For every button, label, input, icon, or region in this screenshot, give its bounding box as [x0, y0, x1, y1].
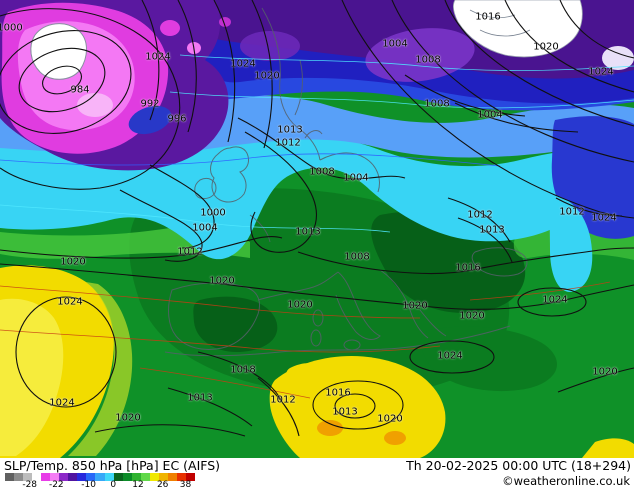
legend-tick-label: 12 — [132, 480, 144, 490]
weather-map-canvas — [0, 0, 634, 458]
legend-color-swatch — [41, 473, 51, 481]
copyright-text: ©weatheronline.co.uk — [502, 474, 630, 488]
legend-color-swatch — [131, 473, 141, 481]
legend-color-swatch — [77, 473, 87, 481]
legend-tick-label: 26 — [156, 480, 169, 490]
legend-color-swatch — [59, 473, 69, 481]
legend-tick-label: -28 — [22, 480, 38, 490]
legend-bar — [5, 473, 195, 481]
legend-color-swatch — [95, 473, 105, 481]
legend-color-swatch — [149, 473, 159, 481]
legend-color-swatch — [185, 473, 195, 481]
legend-tick-label: -10 — [81, 480, 96, 490]
legend-color-swatch — [104, 473, 114, 481]
legend-color-swatch — [176, 473, 186, 481]
legend-color-swatch — [86, 473, 96, 481]
footer-bar: SLP/Temp. 850 hPa [hPa] EC (AIFS) Th 20-… — [0, 458, 634, 490]
legend-color-swatch — [122, 473, 132, 481]
legend-color-swatch — [158, 473, 168, 481]
legend-color-swatch — [167, 473, 177, 481]
legend-color-swatch — [50, 473, 60, 481]
legend-color-swatch — [32, 473, 42, 481]
valid-datetime: Th 20-02-2025 00:00 UTC (18+294) — [406, 458, 631, 473]
legend-color-swatch — [5, 473, 15, 481]
legend-color-swatch — [14, 473, 24, 481]
map-title: SLP/Temp. 850 hPa [hPa] EC (AIFS) — [4, 458, 221, 473]
legend-color-swatch — [68, 473, 78, 481]
weather-map: 1000 984 992 996 1024 1024 1020 1004 1008 1016 102… — [0, 0, 634, 458]
temperature-legend: -28 -22 -10 0 12 26 38 — [5, 473, 195, 490]
legend-color-swatch — [23, 473, 33, 481]
legend-color-swatch — [113, 473, 123, 481]
legend-tick-label: 0 — [110, 480, 117, 490]
legend-color-swatch — [140, 473, 150, 481]
legend-tick-label: -22 — [48, 480, 64, 490]
legend-tick-label: 38 — [179, 480, 192, 490]
legend-ticks: -28 -22 -10 0 12 26 38 — [5, 481, 195, 490]
